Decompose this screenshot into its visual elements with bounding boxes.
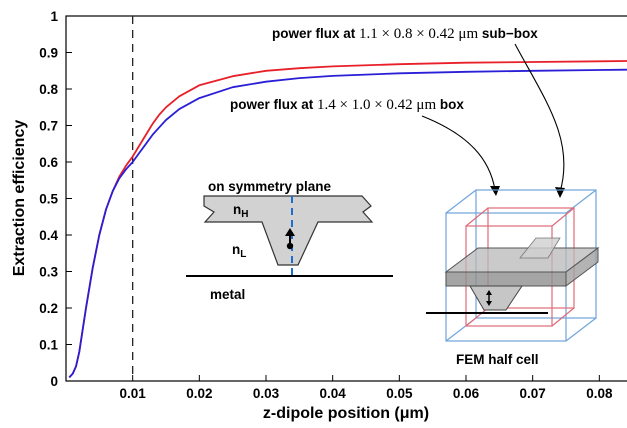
fem-dipole-down-arrow [486, 301, 492, 306]
y-tick-label: 0.1 [39, 338, 58, 353]
fem-caption: FEM half cell [456, 352, 539, 367]
y-axis-label: Extraction efficiency [11, 120, 28, 277]
annotation-subbox-prefix: power flux at [272, 26, 359, 41]
fem-dipole-up-arrow [486, 290, 492, 295]
box-arrow-line [421, 115, 496, 191]
axis-ticks: 0.01 0.02 0.03 0.04 0.05 0.06 0.07 0.08 0 0.1 0.2 0… [39, 9, 613, 401]
fem-ridge-top [519, 237, 561, 259]
dipole-dot [286, 242, 294, 250]
fem-slab-side [565, 247, 599, 287]
y-tick-label: 0.6 [39, 155, 58, 170]
x-tick-label: 0.07 [520, 386, 546, 401]
annotation-box: power flux at 1.4 × 1.0 × 0.42 μm box [230, 97, 464, 113]
label-n-high-base: n [233, 202, 241, 217]
annotation-box-math: 1.4 × 1.0 × 0.42 μm [317, 97, 436, 113]
inset-title: on symmetry plane [208, 179, 332, 194]
y-tick-label: 0.9 [39, 46, 58, 61]
annotation-box-suffix: box [436, 97, 464, 112]
label-metal: metal [210, 287, 245, 302]
y-tick-label: 0 [50, 374, 58, 389]
fem-slab-front [445, 271, 567, 287]
label-n-low: nL [232, 242, 246, 260]
annotation-subbox-suffix: sub−box [478, 26, 538, 41]
inset-symmetry-plane: on symmetry plane nH nL metal [186, 179, 393, 302]
box-arrowhead [490, 186, 500, 196]
label-n-high: nH [233, 202, 248, 220]
y-tick-label: 1 [50, 9, 58, 24]
y-tick-label: 0.4 [39, 228, 58, 243]
annotation-box-prefix: power flux at [230, 97, 317, 112]
x-tick-label: 0.08 [586, 386, 613, 401]
subbox-arrow-line [514, 43, 565, 193]
x-tick-label: 0.06 [453, 386, 480, 401]
label-n-low-base: n [232, 242, 240, 257]
waveguide-shape [203, 195, 374, 266]
y-tick-label: 0.7 [39, 119, 58, 134]
x-tick-label: 0.05 [386, 386, 413, 401]
annotation-arrows [421, 43, 565, 193]
y-tick-label: 0.5 [39, 192, 58, 207]
label-n-high-sub: H [241, 209, 248, 220]
y-tick-label: 0.8 [39, 82, 58, 97]
fem-ridge [469, 285, 523, 311]
label-n-low-sub: L [240, 249, 246, 260]
y-tick-label: 0.2 [39, 301, 58, 316]
series-layer [68, 60, 627, 379]
x-tick-label: 0.04 [320, 386, 347, 401]
annotation-subbox: power flux at 1.1 × 0.8 × 0.42 μm sub−bo… [272, 26, 538, 42]
x-axis-label: z-dipole position (μm) [263, 405, 429, 422]
y-tick-label: 0.3 [39, 265, 58, 280]
x-tick-label: 0.01 [120, 386, 147, 401]
annotation-subbox-math: 1.1 × 0.8 × 0.42 μm [359, 26, 478, 42]
inset-fem-half-cell: FEM half cell [426, 189, 600, 367]
x-tick-label: 0.02 [186, 386, 212, 401]
dipole-arrow-icon [285, 228, 295, 236]
subbox-arrowhead [555, 187, 565, 198]
x-tick-label: 0.03 [253, 386, 280, 401]
series-line-box [68, 68, 627, 379]
